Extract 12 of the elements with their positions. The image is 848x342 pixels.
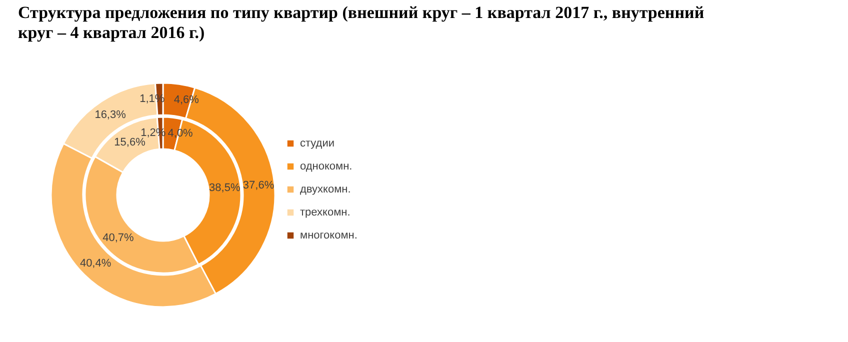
data-label: 16,3% [94,108,126,121]
data-label: 15,6% [114,136,146,149]
data-label: 40,4% [80,257,112,270]
data-label: 40,7% [102,232,134,244]
legend-label: двухкомн. [300,184,351,196]
legend-label: многокомн. [300,230,358,242]
legend-label: студии [300,138,335,150]
data-label: 37,6% [242,179,274,192]
legend-label: трехкомн. [300,206,350,218]
data-label: 38,5% [209,182,240,194]
chart-title: Структура предложения по типу квартир (внешний круг – 1 квартал 2017 г., внутренний круг – 4 квартал 2016 г.) [18,3,704,42]
legend-label: однокомн. [300,160,352,172]
